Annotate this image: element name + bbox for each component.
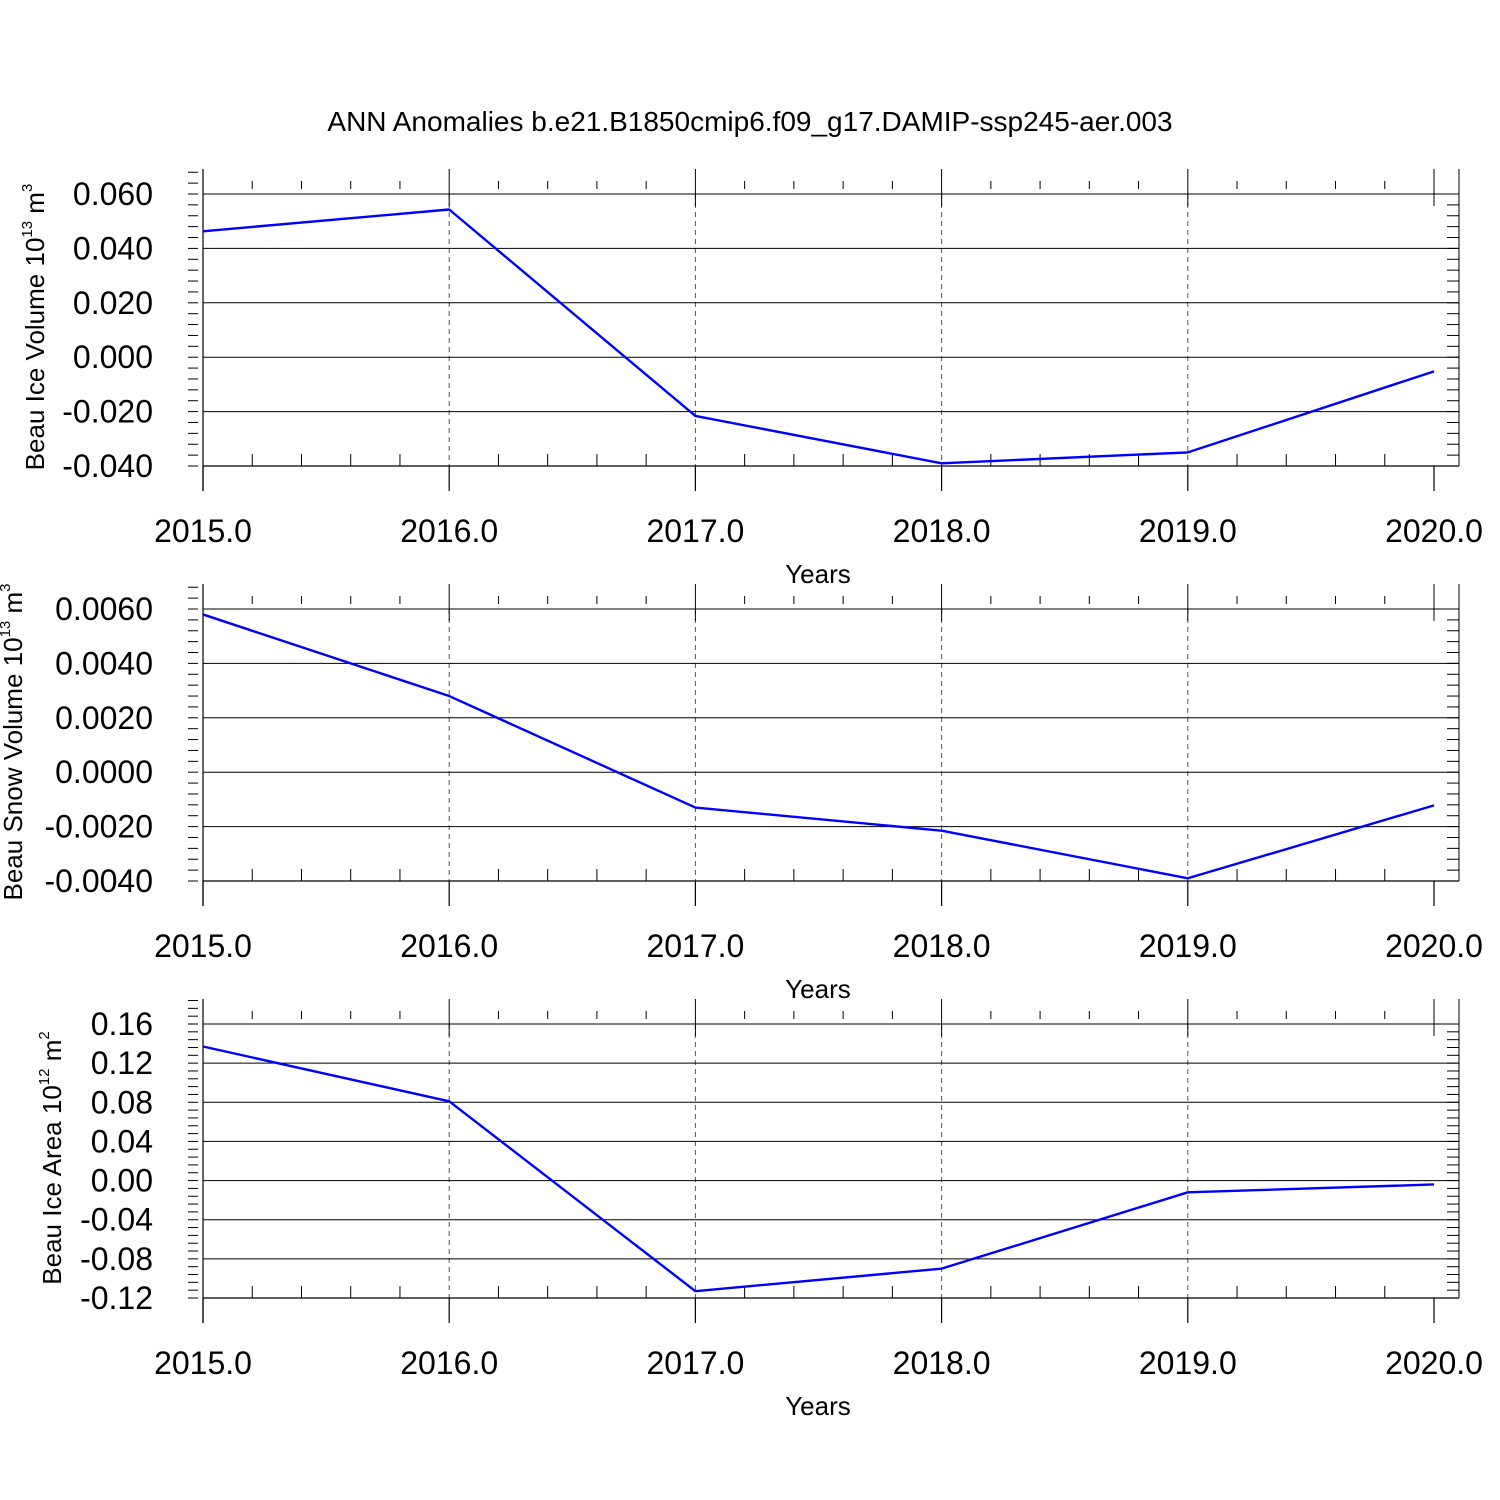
y-axis-label-unit-exponent: 3: [0, 584, 14, 592]
y-axis-label-unit-exponent: 2: [36, 1031, 53, 1039]
y-axis-label-text: Beau Ice Volume 10: [20, 238, 50, 471]
y-axis-label: Beau Ice Area 1012 m2: [36, 1031, 67, 1284]
series-line: [202, 208, 1435, 465]
x-tick-label: 2016.0: [400, 1345, 498, 1381]
y-axis-label-unit: m: [20, 192, 50, 221]
y-axis-label-exponent: 13: [19, 221, 36, 238]
y-tick-label: 0.0000: [55, 754, 153, 790]
x-tick-label: 2017.0: [646, 1345, 744, 1381]
y-tick-label: 0.0040: [55, 645, 153, 681]
x-tick-label: 2017.0: [646, 928, 744, 964]
x-tick-label: 2015.0: [154, 928, 252, 964]
y-tick-label: -0.12: [80, 1280, 153, 1316]
x-tick-label: 2020.0: [1385, 1345, 1483, 1381]
y-tick-label: 0.04: [91, 1123, 153, 1159]
y-tick-label: -0.08: [80, 1241, 153, 1277]
y-tick-label: -0.0040: [44, 863, 153, 899]
y-tick-label: 0.00: [91, 1163, 153, 1199]
x-axis-label: Years: [785, 559, 851, 589]
y-tick-label: 0.040: [73, 230, 153, 266]
x-tick-label: 2016.0: [400, 928, 498, 964]
x-tick-label: 2019.0: [1139, 928, 1237, 964]
x-axis-label: Years: [785, 974, 851, 1004]
x-tick-label: 2019.0: [1139, 513, 1237, 549]
x-tick-label: 2016.0: [400, 513, 498, 549]
x-tick-label: 2020.0: [1385, 928, 1483, 964]
series-line: [202, 1045, 1435, 1293]
y-axis-label-exponent: 12: [36, 1069, 53, 1086]
series-line: [202, 613, 1435, 880]
x-tick-label: 2015.0: [154, 513, 252, 549]
y-axis-label-unit: m: [37, 1040, 67, 1069]
y-axis-label: Beau Ice Volume 1013 m3: [19, 184, 50, 471]
y-tick-label: 0.020: [73, 285, 153, 321]
y-tick-label: 0.060: [73, 176, 153, 212]
y-axis-label-text: Beau Ice Area 10: [37, 1085, 67, 1284]
y-tick-label: 0.12: [91, 1045, 153, 1081]
y-tick-label: 0.0060: [55, 591, 153, 627]
y-tick-label: -0.020: [62, 394, 153, 430]
y-axis-label-unit: m: [0, 592, 28, 621]
y-tick-label: 0.0020: [55, 700, 153, 736]
y-axis-label-exponent: 13: [0, 621, 14, 638]
y-axis-label: Beau Snow Volume 1013 m3: [0, 584, 28, 901]
y-tick-label: -0.040: [62, 448, 153, 484]
x-tick-label: 2020.0: [1385, 513, 1483, 549]
y-tick-label: 0.08: [91, 1084, 153, 1120]
x-tick-label: 2019.0: [1139, 1345, 1237, 1381]
y-tick-label: -0.0020: [44, 809, 153, 845]
chart-panel-2: 0.00600.00400.00200.0000-0.0020-0.004020…: [0, 584, 1483, 1005]
y-axis-label-text: Beau Snow Volume 10: [0, 637, 28, 900]
x-tick-label: 2018.0: [893, 513, 991, 549]
x-tick-label: 2017.0: [646, 513, 744, 549]
chart-panel-3: 0.160.120.080.04 0.00-0.04-0.08-0.122015.…: [36, 999, 1483, 1421]
x-tick-label: 2018.0: [893, 928, 991, 964]
x-axis-label: Years: [785, 1391, 851, 1421]
figure-title: ANN Anomalies b.e21.B1850cmip6.f09_g17.D…: [327, 106, 1172, 137]
y-axis-label-unit-exponent: 3: [19, 184, 36, 192]
y-tick-label: 0.000: [73, 339, 153, 375]
x-tick-label: 2018.0: [893, 1345, 991, 1381]
y-tick-label: -0.04: [80, 1202, 153, 1238]
x-tick-label: 2015.0: [154, 1345, 252, 1381]
y-tick-label: 0.16: [91, 1006, 153, 1042]
